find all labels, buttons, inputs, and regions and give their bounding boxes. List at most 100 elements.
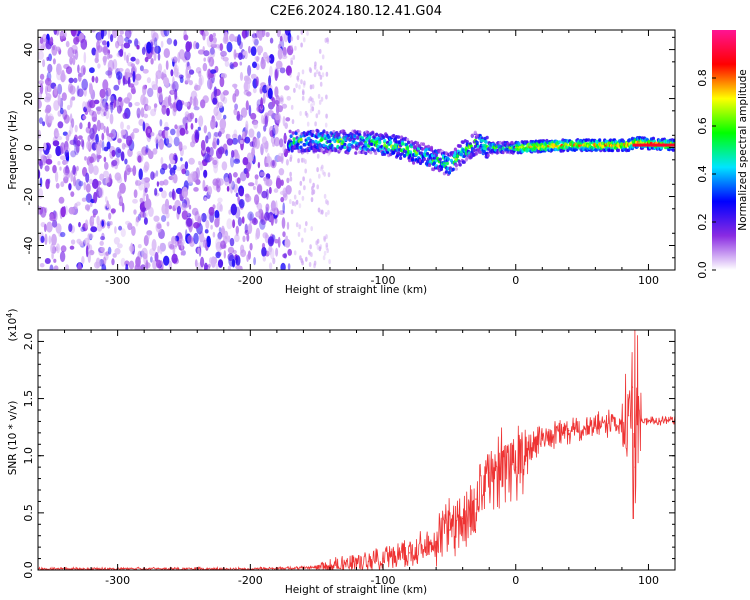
ridge-cell — [510, 140, 514, 145]
noise-blob — [212, 231, 216, 238]
noise-blob — [235, 255, 238, 264]
noise-blob — [40, 206, 47, 218]
noise-blob — [185, 41, 191, 53]
noise-blob — [186, 211, 190, 217]
noise-blob — [160, 40, 164, 48]
noise-blob — [84, 204, 91, 211]
noise-blob — [140, 94, 146, 106]
noise-blob — [159, 180, 165, 186]
noise-blob — [164, 206, 169, 215]
noise-blob — [126, 124, 131, 130]
noise-blob — [282, 143, 286, 154]
noise-blob — [327, 172, 331, 178]
noise-blob — [179, 127, 186, 136]
noise-blob — [57, 121, 64, 129]
noise-blob — [204, 229, 209, 234]
noise-blob — [104, 161, 109, 170]
noise-blob — [89, 83, 93, 95]
ridge-cell — [429, 147, 434, 151]
noise-blob — [125, 164, 131, 176]
noise-blob — [311, 186, 314, 191]
noise-blob — [101, 140, 105, 152]
noise-blob — [212, 159, 218, 165]
noise-blob — [74, 49, 79, 60]
noise-blob — [193, 84, 201, 91]
ridge-cell — [314, 149, 318, 153]
noise-blob — [315, 69, 319, 75]
noise-blob — [55, 145, 62, 157]
noise-blob — [83, 181, 87, 191]
noise-blob — [247, 182, 255, 187]
noise-blob — [255, 227, 261, 240]
colorbar-tick-label: 0.4 — [696, 165, 709, 183]
noise-blob — [142, 121, 146, 132]
ridge-cell — [356, 135, 360, 139]
noise-blob — [67, 47, 75, 58]
noise-blob — [264, 211, 270, 221]
noise-blob — [247, 65, 252, 77]
noise-blob — [202, 239, 208, 248]
snr-data-point — [435, 540, 437, 543]
noise-blob — [99, 173, 105, 181]
noise-blob — [212, 97, 218, 105]
noise-blob — [318, 71, 321, 77]
noise-blob — [168, 191, 173, 198]
ridge-cell — [480, 138, 484, 143]
noise-blob — [155, 170, 159, 177]
noise-blob — [87, 99, 93, 108]
noise-blob — [236, 110, 241, 121]
noise-blob — [301, 195, 305, 201]
noise-blob — [270, 200, 276, 212]
noise-blob — [68, 130, 71, 137]
noise-blob — [259, 86, 264, 95]
colorbar-ticks: 0.0 0.2 0.4 0.6 0.8 — [696, 69, 716, 279]
noise-blob — [45, 113, 49, 125]
ridge-cell — [672, 138, 675, 143]
noise-blob — [96, 145, 102, 156]
noise-blob — [150, 171, 155, 181]
noise-blob — [299, 111, 302, 116]
noise-blob — [188, 69, 195, 75]
noise-blob — [278, 168, 285, 176]
noise-blob — [269, 65, 273, 78]
noise-blob — [49, 264, 54, 270]
noise-blob — [38, 50, 44, 60]
noise-blob — [256, 131, 261, 139]
noise-blob — [296, 35, 300, 41]
noise-blob — [236, 177, 241, 184]
noise-blob — [132, 70, 136, 83]
noise-blob — [293, 201, 297, 207]
noise-blob — [264, 115, 268, 127]
ridge-cell — [363, 133, 367, 137]
noise-blob — [76, 201, 81, 206]
noise-blob — [106, 52, 111, 60]
noise-blob — [51, 44, 58, 56]
noise-blob — [113, 99, 116, 108]
noise-blob — [283, 85, 290, 91]
noise-blob — [227, 265, 231, 270]
noise-blob — [327, 209, 330, 215]
noise-blob — [133, 189, 138, 199]
noise-blob — [42, 59, 46, 68]
noise-blob — [244, 136, 251, 144]
noise-blob — [217, 259, 224, 268]
noise-blob — [154, 251, 159, 262]
noise-blob — [304, 168, 308, 174]
ridge-cell — [525, 140, 529, 144]
noise-blob — [191, 207, 199, 216]
noise-blob — [270, 159, 277, 169]
noise-blob — [252, 87, 257, 94]
noise-blob — [141, 177, 146, 185]
snr-y-multiplier: (x104) — [5, 309, 19, 342]
noise-blob — [305, 221, 308, 227]
noise-blob — [44, 165, 50, 172]
noise-blob — [237, 217, 242, 227]
noise-blob — [167, 95, 172, 106]
noise-blob — [70, 239, 76, 245]
ridge-cell — [325, 149, 329, 154]
noise-blob — [277, 156, 284, 162]
noise-blob — [232, 219, 236, 229]
noise-blob — [160, 156, 164, 166]
noise-blob — [274, 100, 280, 105]
noise-blob — [145, 144, 149, 153]
